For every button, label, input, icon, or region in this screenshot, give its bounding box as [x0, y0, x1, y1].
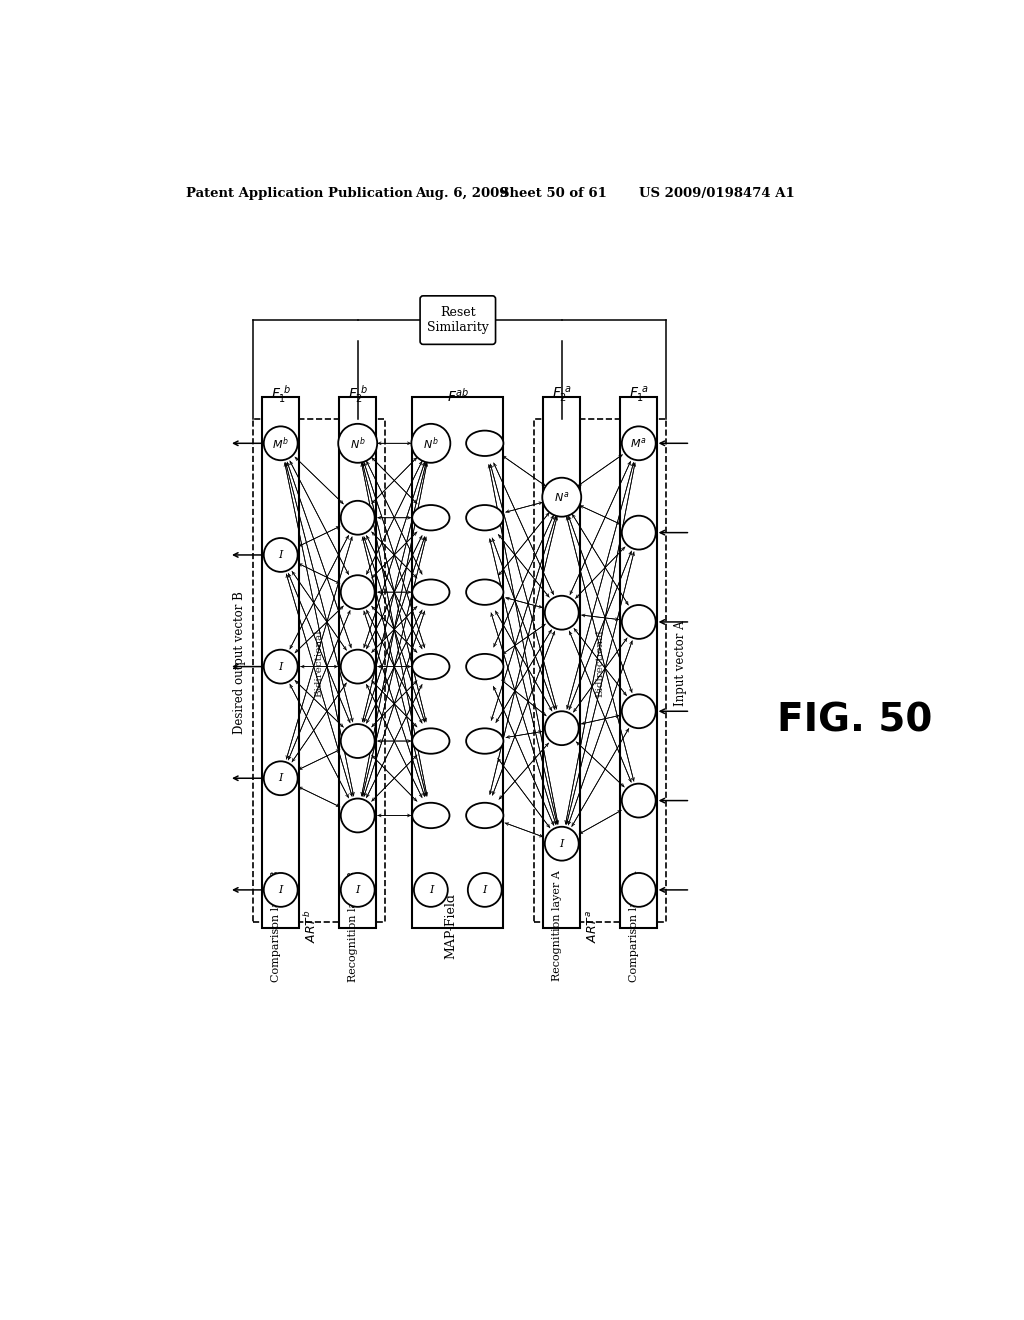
- Text: Sheet 50 of 61: Sheet 50 of 61: [500, 187, 607, 199]
- Text: I: I: [279, 661, 283, 672]
- Text: MAP-Field: MAP-Field: [444, 894, 458, 960]
- Ellipse shape: [413, 653, 450, 680]
- Text: $N^b$: $N^b$: [350, 436, 366, 451]
- Text: $M^b$: $M^b$: [272, 436, 289, 451]
- Circle shape: [622, 784, 655, 817]
- Circle shape: [468, 873, 502, 907]
- Text: Comparison layer B: Comparison layer B: [270, 870, 281, 982]
- Bar: [621, 397, 657, 928]
- Circle shape: [622, 516, 655, 549]
- Text: Bidirectional: Bidirectional: [314, 628, 324, 697]
- Text: Bidirectional: Bidirectional: [596, 628, 605, 697]
- Text: I: I: [355, 884, 359, 895]
- Text: Recognition layer B: Recognition layer B: [348, 871, 357, 982]
- Text: US 2009/0198474 A1: US 2009/0198474 A1: [639, 187, 795, 199]
- Text: I: I: [279, 884, 283, 895]
- Circle shape: [412, 424, 451, 463]
- Circle shape: [622, 426, 655, 461]
- Circle shape: [543, 478, 582, 516]
- Circle shape: [545, 711, 579, 744]
- Text: FIG. 50: FIG. 50: [777, 701, 933, 739]
- Text: Patent Application Publication: Patent Application Publication: [186, 187, 413, 199]
- Bar: [253, 418, 385, 923]
- Text: $F_2^{\ b}$: $F_2^{\ b}$: [348, 383, 368, 405]
- Circle shape: [264, 649, 298, 684]
- Bar: [262, 397, 299, 928]
- Circle shape: [545, 595, 579, 630]
- Bar: [535, 418, 667, 923]
- Circle shape: [341, 873, 375, 907]
- Text: $ART^a$: $ART^a$: [587, 909, 600, 942]
- Text: Desired output vector B: Desired output vector B: [232, 591, 246, 734]
- Circle shape: [341, 649, 375, 684]
- Bar: [544, 397, 581, 928]
- Circle shape: [341, 725, 375, 758]
- Ellipse shape: [466, 803, 504, 828]
- Text: I: I: [429, 884, 433, 895]
- Ellipse shape: [466, 430, 504, 455]
- Circle shape: [341, 576, 375, 609]
- Text: Comparison layer A: Comparison layer A: [629, 870, 639, 982]
- Ellipse shape: [466, 729, 504, 754]
- Text: I: I: [279, 774, 283, 783]
- Text: I: I: [279, 550, 283, 560]
- Circle shape: [622, 605, 655, 639]
- Text: Recognition layer A: Recognition layer A: [552, 871, 562, 982]
- Text: Reset: Reset: [440, 306, 475, 319]
- Text: $F_1^{\ a}$: $F_1^{\ a}$: [629, 385, 648, 405]
- Bar: [339, 397, 376, 928]
- FancyBboxPatch shape: [420, 296, 496, 345]
- Circle shape: [264, 762, 298, 795]
- Text: I: I: [559, 838, 564, 849]
- Circle shape: [264, 539, 298, 572]
- Ellipse shape: [466, 579, 504, 605]
- Ellipse shape: [413, 506, 450, 531]
- Text: Similarity: Similarity: [427, 321, 488, 334]
- Circle shape: [414, 873, 447, 907]
- Circle shape: [545, 826, 579, 861]
- Circle shape: [341, 799, 375, 833]
- Circle shape: [622, 694, 655, 729]
- Text: $F^{ab}$: $F^{ab}$: [446, 387, 469, 405]
- Text: $ART^b$: $ART^b$: [303, 909, 319, 942]
- Circle shape: [341, 500, 375, 535]
- Ellipse shape: [466, 653, 504, 680]
- Text: $F_1^{\ b}$: $F_1^{\ b}$: [270, 383, 291, 405]
- Text: $M^a$: $M^a$: [631, 437, 647, 450]
- Circle shape: [622, 873, 655, 907]
- Text: Aug. 6, 2009: Aug. 6, 2009: [416, 187, 509, 199]
- Circle shape: [264, 873, 298, 907]
- Ellipse shape: [466, 506, 504, 531]
- Bar: [413, 397, 503, 928]
- Text: I: I: [482, 884, 487, 895]
- Ellipse shape: [413, 803, 450, 828]
- Text: $N^b$: $N^b$: [423, 436, 438, 451]
- Circle shape: [338, 424, 377, 463]
- Ellipse shape: [413, 579, 450, 605]
- Circle shape: [264, 426, 298, 461]
- Text: $N^a$: $N^a$: [554, 490, 569, 504]
- Text: $F_2^{\ a}$: $F_2^{\ a}$: [552, 385, 571, 405]
- Text: Input vector A: Input vector A: [674, 620, 687, 706]
- Ellipse shape: [413, 729, 450, 754]
